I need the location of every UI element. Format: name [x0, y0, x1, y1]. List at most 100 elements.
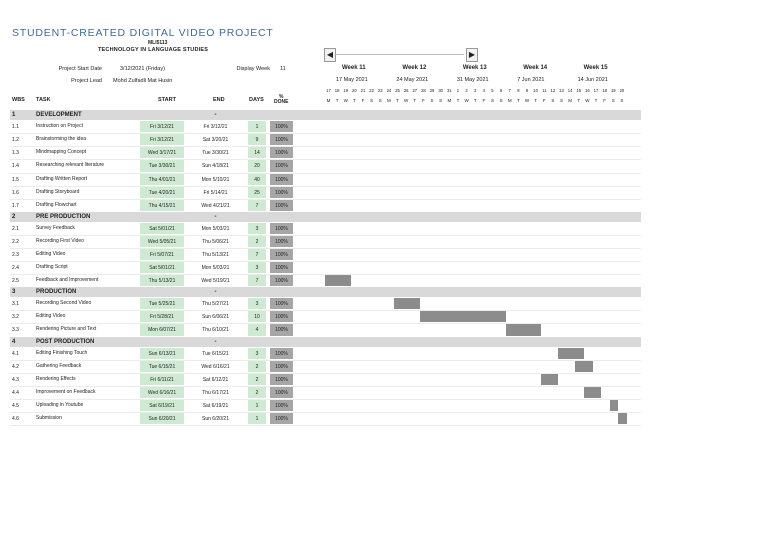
task-name-cell[interactable]: Submission [36, 414, 62, 421]
task-row[interactable]: 4.4 Improvement on Feedback Wed 6/16/21 Thu… [10, 386, 641, 400]
task-name-cell[interactable]: PRE PRODUCTION [36, 213, 91, 220]
task-name-cell[interactable]: Improvement on Feedback [36, 388, 96, 395]
task-row[interactable]: 4.5 Uploading in Youtube Sat 6/19/21 Sat 6/… [10, 399, 641, 413]
phase-row[interactable]: 1 DEVELOPMENT - [10, 110, 641, 120]
task-name-cell[interactable]: Recording First Video [36, 237, 84, 244]
percent-done-cell[interactable]: 100% [270, 160, 293, 172]
task-row[interactable]: 4.1 Editing Finishing Touch Sun 6/13/21 Tue… [10, 347, 641, 361]
percent-done-cell[interactable]: 100% [270, 374, 293, 385]
task-name-cell[interactable]: Recording Second Video [36, 299, 92, 306]
phase-row[interactable]: 4 POST PRODUCTION - [10, 337, 641, 347]
percent-done-cell[interactable]: 100% [270, 275, 293, 286]
start-cell[interactable]: Mon 6/07/21 [140, 324, 184, 336]
project-lead-value[interactable]: Mohd Zulfadli Mat Husin [113, 78, 173, 84]
task-name-cell[interactable]: Rendering Effects [36, 375, 76, 382]
task-name-cell[interactable]: DEVELOPMENT [36, 111, 82, 118]
task-name-cell[interactable]: Mindmapping Concept [36, 148, 87, 155]
task-name-cell[interactable]: Rendering Picture and Text [36, 326, 97, 333]
percent-done-cell[interactable]: 100% [270, 249, 293, 260]
percent-done-cell[interactable]: 100% [270, 413, 293, 424]
task-name-cell[interactable]: Drafting Script [36, 263, 68, 270]
start-cell[interactable]: Sat 6/19/21 [140, 400, 184, 411]
task-row[interactable]: 1.7 Drafting Flowchart Thu 4/15/21 Wed 4/21… [10, 199, 641, 213]
start-cell[interactable]: Tue 6/15/21 [140, 361, 184, 372]
task-name-cell[interactable]: Survey Feedback [36, 224, 75, 231]
task-row[interactable]: 1.2 Brainstorming the idea Fri 3/12/21 Sat … [10, 133, 641, 147]
task-name-cell[interactable]: Brainstorming the idea [36, 135, 87, 142]
prev-week-button[interactable]: ◀ [324, 48, 336, 62]
task-name-cell[interactable]: Uploading in Youtube [36, 401, 84, 408]
task-name-cell[interactable]: PRODUCTION [36, 288, 77, 295]
task-row[interactable]: 4.6 Submission Sun 6/20/21 Sun 6/20/21 1 100% [10, 412, 641, 426]
task-row[interactable]: 1.1 Instruction on Project Fri 3/12/21 Fri … [10, 120, 641, 134]
task-name-cell[interactable]: Editing Video [36, 312, 66, 319]
percent-done-cell[interactable]: 100% [270, 147, 293, 158]
start-cell[interactable]: Thu 4/15/21 [140, 200, 184, 211]
task-row[interactable]: 1.5 Drafting Written Report Thu 4/01/21 Mon… [10, 173, 641, 187]
start-cell[interactable]: Sun 6/20/21 [140, 413, 184, 424]
start-cell[interactable]: Tue 4/20/21 [140, 187, 184, 198]
task-row[interactable]: 3.1 Recording Second Video Tue 5/25/21 Thu … [10, 297, 641, 311]
percent-done-cell[interactable]: 100% [270, 324, 293, 336]
task-name-cell[interactable]: Editing Finishing Touch [36, 349, 88, 356]
start-cell[interactable]: Wed 5/05/21 [140, 236, 184, 247]
days-cell: 20 [248, 160, 266, 172]
phase-row[interactable]: 3 PRODUCTION - [10, 287, 641, 297]
display-week-value[interactable]: 11 [280, 66, 286, 72]
project-start-value[interactable]: 3/12/2021 (Friday) [120, 66, 165, 72]
task-name-cell[interactable]: Gathering Feedback [36, 362, 82, 369]
task-row[interactable]: 2.3 Editing Video Fri 5/07/21 Thu 5/13/21 7 1… [10, 248, 641, 262]
percent-done-cell[interactable]: 100% [270, 348, 293, 359]
start-cell[interactable]: Fri 6/11/21 [140, 374, 184, 385]
task-row[interactable]: 2.5 Feedback and Improvement Thu 5/13/21 We… [10, 274, 641, 288]
start-cell[interactable]: Fri 5/28/21 [140, 311, 184, 322]
task-row[interactable]: 2.1 Survey Feedback Sat 5/01/21 Mon 5/03/21… [10, 222, 641, 236]
percent-done-cell[interactable]: 100% [270, 223, 293, 234]
percent-done-cell[interactable]: 100% [270, 311, 293, 322]
percent-done-cell[interactable]: 100% [270, 236, 293, 247]
start-cell[interactable]: Tue 3/30/21 [140, 160, 184, 172]
task-row[interactable]: 1.4 Researching relevant literature Tue 3/… [10, 159, 641, 174]
task-row[interactable]: 3.2 Editing Video Fri 5/28/21 Sun 6/06/21 10… [10, 310, 641, 324]
start-cell[interactable]: Sun 6/13/21 [140, 348, 184, 359]
task-row[interactable]: 2.2 Recording First Video Wed 5/05/21 Thu 5… [10, 235, 641, 249]
start-cell[interactable]: Sat 5/01/21 [140, 223, 184, 234]
task-name-cell[interactable]: Drafting Written Report [36, 175, 88, 182]
week-scrollbar[interactable] [336, 54, 464, 55]
phase-row[interactable]: 2 PRE PRODUCTION - [10, 212, 641, 222]
start-cell[interactable]: Fri 5/07/21 [140, 249, 184, 260]
start-cell[interactable]: Wed 3/17/21 [140, 147, 184, 158]
task-row[interactable]: 2.4 Drafting Script Sat 5/01/21 Mon 5/03/21… [10, 261, 641, 275]
percent-done-cell[interactable]: 100% [270, 262, 293, 273]
percent-done-cell[interactable]: 100% [270, 200, 293, 211]
percent-done-cell[interactable]: 100% [270, 298, 293, 309]
percent-done-cell[interactable]: 100% [270, 187, 293, 198]
task-name-cell[interactable]: Researching relevant literature [36, 162, 105, 169]
percent-done-cell[interactable]: 100% [270, 361, 293, 372]
task-row[interactable]: 1.3 Mindmapping Concept Wed 3/17/21 Tue 3/3… [10, 146, 641, 160]
task-row[interactable]: 4.2 Gathering Feedback Tue 6/15/21 Wed 6/16… [10, 360, 641, 374]
next-week-button[interactable]: ▶ [466, 48, 478, 62]
task-row[interactable]: 1.6 Drafting Storyboard Tue 4/20/21 Fri 5/1… [10, 186, 641, 200]
start-cell[interactable]: Fri 3/12/21 [140, 121, 184, 132]
start-cell[interactable]: Thu 5/13/21 [140, 275, 184, 286]
start-cell[interactable]: Wed 6/16/21 [140, 387, 184, 398]
task-name-cell[interactable]: Feedback and Improvement [36, 276, 99, 283]
start-cell[interactable]: Tue 5/25/21 [140, 298, 184, 309]
start-cell[interactable]: Thu 4/01/21 [140, 174, 184, 185]
percent-done-cell[interactable]: 100% [270, 121, 293, 132]
task-row[interactable]: 4.3 Rendering Effects Fri 6/11/21 Sat 6/12/… [10, 373, 641, 387]
task-name-cell[interactable]: Editing Video [36, 250, 66, 257]
task-name-cell[interactable]: POST PRODUCTION [36, 338, 95, 345]
percent-done-cell[interactable]: 100% [270, 387, 293, 398]
percent-done-cell[interactable]: 100% [270, 134, 293, 145]
percent-done-cell[interactable]: 100% [270, 174, 293, 185]
task-name-cell[interactable]: Instruction on Project [36, 122, 83, 129]
start-cell[interactable]: Fri 3/12/21 [140, 134, 184, 145]
task-name-cell[interactable]: Drafting Flowchart [36, 201, 77, 208]
task-row[interactable]: 3.3 Rendering Picture and Text Mon 6/07/21… [10, 323, 641, 338]
task-name-cell[interactable]: Drafting Storyboard [36, 188, 80, 195]
day-letter: T [353, 98, 356, 103]
percent-done-cell[interactable]: 100% [270, 400, 293, 411]
start-cell[interactable]: Sat 5/01/21 [140, 262, 184, 273]
